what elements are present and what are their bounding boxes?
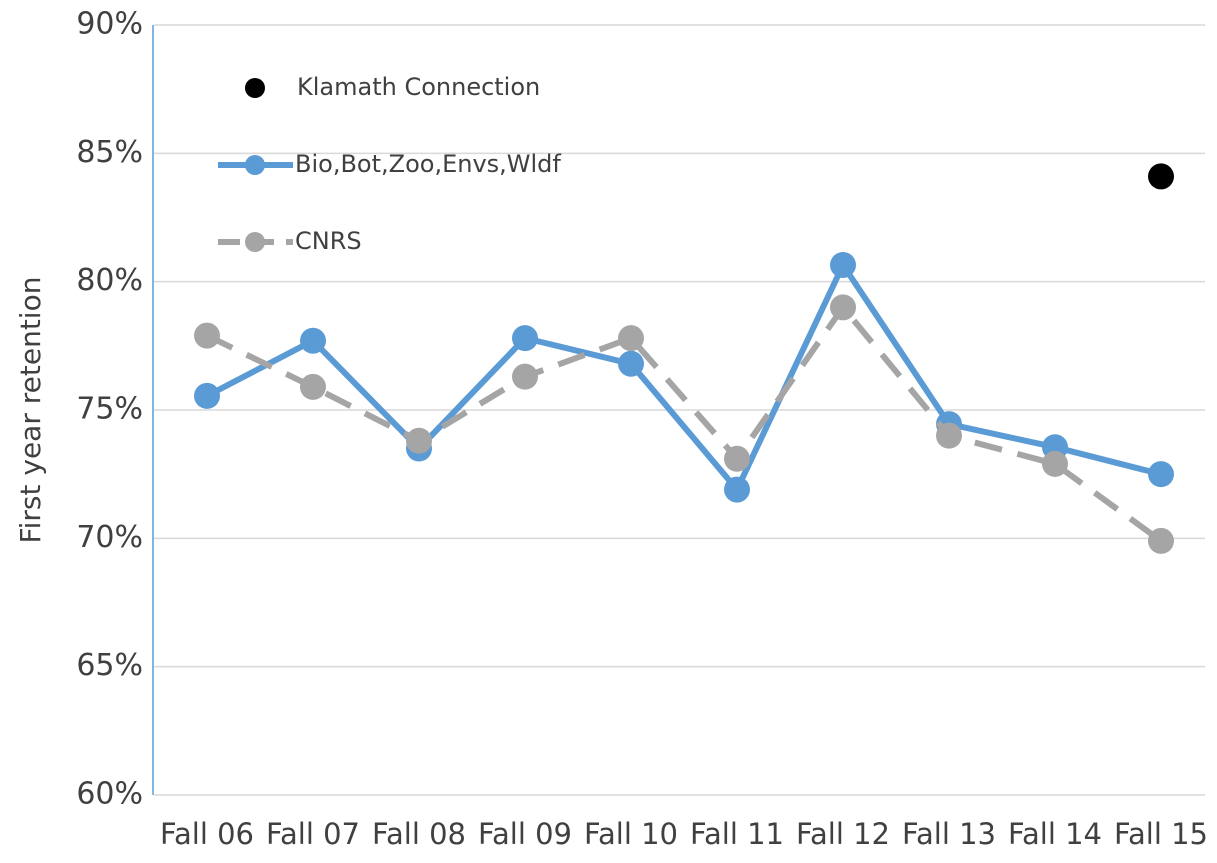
legend-label: Bio,Bot,Zoo,Envs,Wldf bbox=[295, 150, 561, 178]
point bbox=[618, 325, 644, 352]
point bbox=[406, 427, 432, 454]
series-line bbox=[205, 304, 1163, 544]
x-tick-label: Fall 12 bbox=[796, 817, 890, 851]
point bbox=[724, 445, 750, 472]
point bbox=[300, 373, 326, 400]
point bbox=[1148, 527, 1174, 554]
y-tick-label: 90% bbox=[76, 7, 143, 42]
x-tick-label: Fall 11 bbox=[690, 817, 784, 851]
point bbox=[936, 422, 962, 449]
y-tick-label: 65% bbox=[76, 648, 143, 683]
x-tick-label: Fall 09 bbox=[478, 817, 572, 851]
y-tick-label: 80% bbox=[76, 263, 143, 298]
legend-label: CNRS bbox=[295, 227, 362, 255]
point bbox=[194, 382, 220, 409]
legend-label: Klamath Connection bbox=[297, 73, 540, 101]
legend-marker bbox=[245, 78, 265, 98]
point bbox=[1148, 163, 1174, 190]
y-axis-title: First year retention bbox=[14, 277, 47, 544]
series-line bbox=[205, 261, 1162, 493]
point bbox=[618, 350, 644, 377]
x-tick-label: Fall 07 bbox=[266, 817, 360, 851]
point bbox=[830, 294, 856, 321]
legend-marker bbox=[245, 232, 265, 252]
y-tick-label: 70% bbox=[76, 520, 143, 555]
y-tick-label: 85% bbox=[76, 135, 143, 170]
x-tick-label: Fall 08 bbox=[372, 817, 466, 851]
point bbox=[512, 325, 538, 352]
x-tick-label: Fall 06 bbox=[160, 817, 254, 851]
point bbox=[300, 327, 326, 354]
point bbox=[1148, 461, 1174, 488]
x-tick-label: Fall 14 bbox=[1008, 817, 1102, 851]
x-tick-label: Fall 13 bbox=[902, 817, 996, 851]
point bbox=[512, 363, 538, 390]
x-tick-label: Fall 15 bbox=[1114, 817, 1208, 851]
y-tick-label: 60% bbox=[76, 777, 143, 812]
legend-marker bbox=[245, 155, 265, 175]
point bbox=[830, 251, 856, 278]
y-tick-label: 75% bbox=[76, 392, 143, 427]
point bbox=[1042, 450, 1068, 477]
point bbox=[194, 322, 220, 349]
x-tick-label: Fall 10 bbox=[584, 817, 678, 851]
point bbox=[724, 476, 750, 503]
